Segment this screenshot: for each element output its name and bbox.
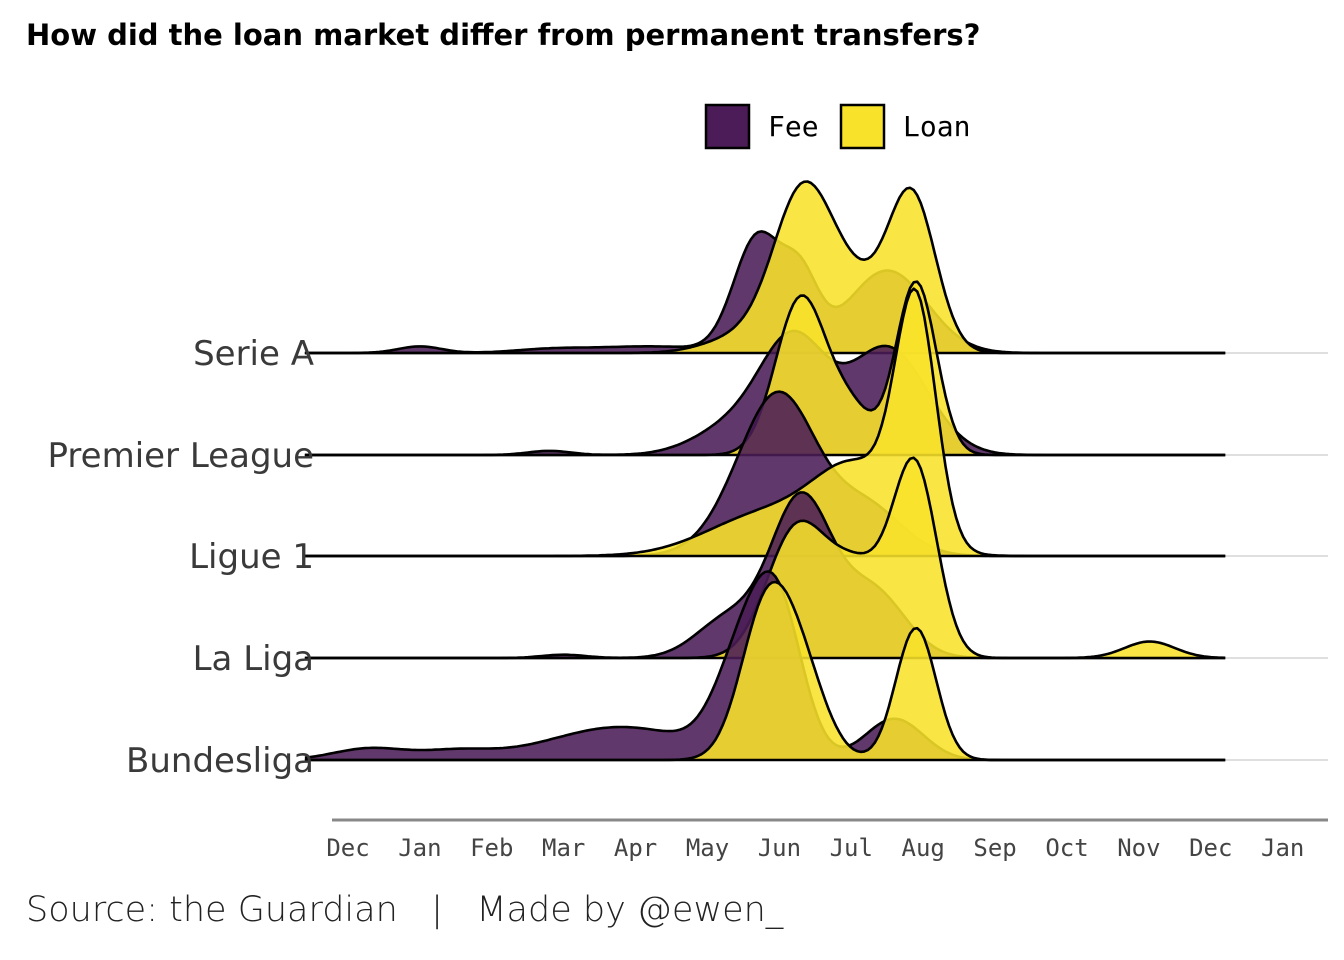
x-tick-label: Jan bbox=[1261, 834, 1304, 862]
ridge-serie-a bbox=[304, 180, 1226, 355]
x-tick-label: Dec bbox=[1189, 834, 1232, 862]
ridges bbox=[304, 180, 1226, 762]
y-label-premier-league: Premier League bbox=[48, 436, 314, 476]
density-area-fee bbox=[304, 391, 1226, 556]
density-area-fee bbox=[304, 330, 1226, 455]
y-label-serie-a: Serie A bbox=[193, 334, 314, 374]
x-tick-label: Sep bbox=[973, 834, 1016, 862]
chart-title: How did the loan market differ from perm… bbox=[26, 18, 981, 52]
y-label-bundesliga: Bundesliga bbox=[126, 741, 314, 781]
x-tick-label: Nov bbox=[1117, 834, 1160, 862]
density-area-loan bbox=[304, 582, 1226, 760]
density-area-loan bbox=[304, 181, 1226, 353]
x-tick-label: Oct bbox=[1045, 834, 1088, 862]
y-axis-labels: Serie A Premier League Ligue 1 La Liga Bunde… bbox=[48, 334, 314, 781]
y-label-ligue-1: Ligue 1 bbox=[189, 537, 314, 577]
x-tick-label: Jan bbox=[398, 834, 441, 862]
x-tick-label: Mar bbox=[542, 834, 585, 862]
legend-label-loan: Loan bbox=[903, 110, 970, 143]
ridge-bundesliga bbox=[304, 570, 1226, 762]
x-tick-label: Feb bbox=[470, 834, 513, 862]
legend-swatch-fee bbox=[704, 103, 751, 150]
legend-label-fee: Fee bbox=[768, 110, 819, 143]
x-tick-label: Aug bbox=[902, 834, 945, 862]
x-tick-label: May bbox=[686, 834, 729, 862]
source-caption: Source: the Guardian | Made by @ewen_ bbox=[26, 890, 784, 930]
x-tick-label: Apr bbox=[614, 834, 657, 862]
x-tick-label: Jun bbox=[758, 834, 801, 862]
x-tick-label: Jul bbox=[830, 834, 873, 862]
legend: Fee Loan bbox=[704, 103, 970, 150]
legend-swatch-loan bbox=[839, 103, 886, 150]
x-tick-label: Dec bbox=[326, 834, 369, 862]
x-axis-ticks: Dec Jan Feb Mar Apr May Jun Jul Aug Sep Oct Nov Dec J… bbox=[326, 834, 1304, 862]
y-label-la-liga: La Liga bbox=[193, 639, 314, 679]
